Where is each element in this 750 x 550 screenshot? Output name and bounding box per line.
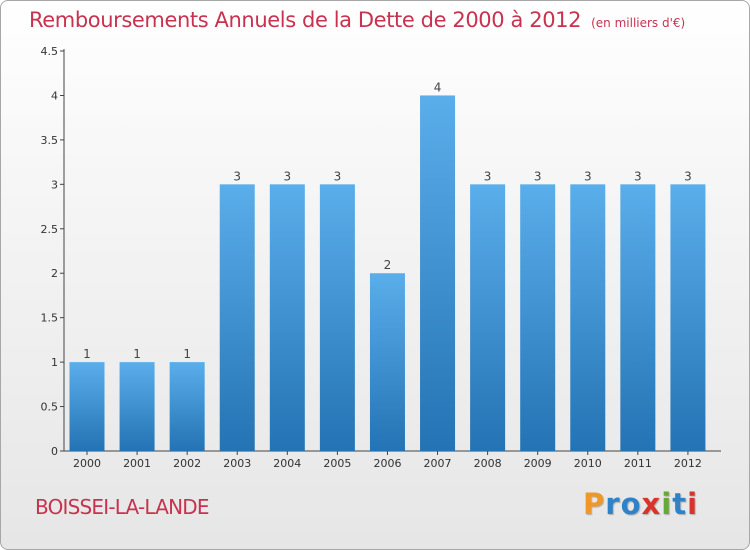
logo-letter: x xyxy=(641,487,662,521)
x-tick-label: 2009 xyxy=(524,457,552,470)
bar-value-label: 3 xyxy=(233,169,241,183)
x-tick-label: 2003 xyxy=(223,457,251,470)
bar xyxy=(470,184,506,452)
x-tick-label: 2004 xyxy=(273,457,301,470)
x-tick-label: 2002 xyxy=(173,457,201,470)
bar-value-label: 1 xyxy=(133,347,141,361)
y-tick-label: 3.5 xyxy=(41,134,59,147)
bar xyxy=(520,184,556,452)
bar xyxy=(670,184,706,452)
x-tick-label: 2001 xyxy=(123,457,151,470)
bar xyxy=(319,184,355,452)
y-tick-label: 2 xyxy=(51,267,58,280)
bar xyxy=(420,95,456,451)
y-tick-label: 0.5 xyxy=(41,401,59,414)
bar xyxy=(570,184,606,452)
bar xyxy=(269,184,305,452)
y-tick-label: 4 xyxy=(51,89,58,102)
bar-value-label: 3 xyxy=(684,169,692,183)
x-tick-label: 2010 xyxy=(574,457,602,470)
bar-value-label: 3 xyxy=(534,169,542,183)
bar xyxy=(119,362,155,451)
bar xyxy=(219,184,255,452)
bar-value-label: 1 xyxy=(183,347,191,361)
logo-letter: P xyxy=(583,487,606,521)
bar-value-label: 3 xyxy=(484,169,492,183)
x-tick-label: 2008 xyxy=(474,457,502,470)
bar xyxy=(169,362,205,451)
x-tick-label: 2012 xyxy=(674,457,702,470)
bar-value-label: 3 xyxy=(584,169,592,183)
x-tick-label: 2005 xyxy=(323,457,351,470)
bar xyxy=(620,184,656,452)
bar-value-label: 3 xyxy=(283,169,291,183)
y-tick-label: 2.5 xyxy=(41,223,59,236)
x-tick-label: 2011 xyxy=(624,457,652,470)
bars: 1 1 1 3 3 3 2 4 3 3 3 3 3 xyxy=(69,80,706,452)
bar-value-label: 1 xyxy=(83,347,91,361)
bar-value-label: 3 xyxy=(634,169,642,183)
logo-letter: r xyxy=(605,487,621,521)
bar xyxy=(69,362,105,451)
x-tick-label: 2007 xyxy=(424,457,452,470)
chart-title-text: Remboursements Annuels de la Dette de 20… xyxy=(29,8,582,32)
logo-letter: o xyxy=(620,487,642,521)
y-tick-label: 3 xyxy=(51,178,58,191)
x-tick-label: 2006 xyxy=(373,457,401,470)
bar-value-label: 4 xyxy=(434,80,442,94)
bar xyxy=(369,273,405,451)
axes: 0 0.5 1 1.5 2 2.5 3 3.5 4 4.5 2000 2001 2002 2003 2004… xyxy=(41,45,721,470)
y-tick-label: 1 xyxy=(51,356,58,369)
bar-value-label: 3 xyxy=(334,169,342,183)
y-tick-label: 4.5 xyxy=(41,45,59,58)
y-tick-label: 0 xyxy=(51,445,58,458)
logo-letter: i xyxy=(661,487,673,521)
chart-title: Remboursements Annuels de la Dette de 20… xyxy=(29,8,685,32)
commune-name: BOISSEI-LA-LANDE xyxy=(35,495,210,519)
y-tick-label: 1.5 xyxy=(41,312,59,325)
proxiti-logo: Proxiti xyxy=(583,487,698,521)
chart-unit: (en milliers d'€) xyxy=(591,16,686,30)
logo-letter: t xyxy=(672,487,688,521)
logo-letter: i xyxy=(687,487,699,521)
x-tick-label: 2000 xyxy=(73,457,101,470)
bar-value-label: 2 xyxy=(384,258,392,272)
